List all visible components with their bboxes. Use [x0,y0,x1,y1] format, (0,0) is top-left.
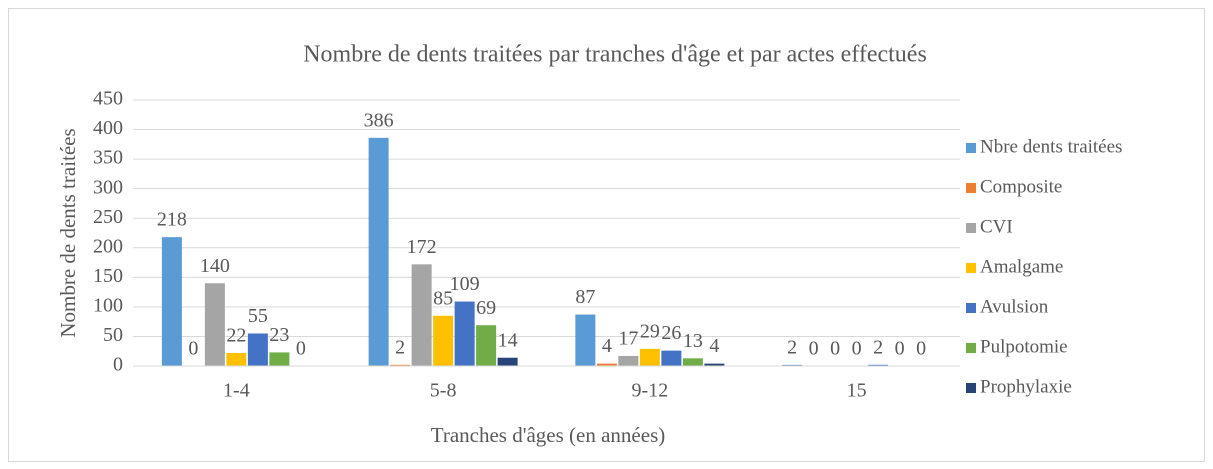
y-tick-label: 0 [113,354,123,376]
bar [390,364,411,366]
legend-label: Pulpotomie [980,336,1068,357]
chart-border [8,8,1205,462]
bar [411,264,432,366]
data-label: 172 [407,236,437,258]
y-tick-label: 250 [93,206,123,228]
bar [618,355,639,366]
legend-swatch [966,223,976,233]
data-label: 2 [787,336,797,358]
data-label: 140 [200,255,230,277]
data-label: 87 [575,286,595,308]
data-label: 55 [248,305,268,327]
bar [433,315,454,366]
chart-title: Nombre de dents traitées par tranches d'… [303,42,927,68]
data-label: 23 [269,324,289,346]
bar [247,333,268,366]
bar [868,364,889,366]
data-label: 218 [157,209,187,231]
y-tick-label: 450 [93,88,123,110]
bar [497,357,518,366]
bar [476,325,497,366]
data-label: 0 [188,338,198,360]
legend-label: CVI [980,216,1013,237]
data-label: 4 [602,335,612,357]
data-label: 29 [640,320,660,342]
x-tick-label: 9-12 [632,380,669,402]
data-label: 0 [916,338,926,360]
legend-swatch [966,303,976,313]
data-label: 0 [852,338,862,360]
data-label: 17 [618,328,638,350]
data-label: 26 [661,322,681,344]
y-tick-label: 350 [93,147,123,169]
y-tick-label: 400 [93,117,123,139]
bar [639,348,660,366]
bar [575,314,596,366]
y-tick-label: 150 [93,265,123,287]
bar [682,358,703,366]
x-axis-title: Tranches d'âges (en années) [431,423,666,447]
bar [368,137,389,366]
legend-swatch [966,383,976,393]
data-label: 4 [709,335,719,357]
data-label: 0 [809,338,819,360]
legend-swatch [966,143,976,153]
bar [704,363,725,366]
data-label: 2 [395,336,405,358]
data-label: 0 [830,338,840,360]
legend-label: Prophylaxie [980,376,1072,397]
legend-label: Avulsion [980,296,1049,317]
bar [226,352,247,366]
y-tick-label: 100 [93,294,123,316]
data-label: 85 [433,287,453,309]
bar [454,301,475,366]
bar [782,364,803,366]
legend-swatch [966,183,976,193]
legend-label: Nbre dents traitées [980,136,1122,157]
bar [661,350,682,366]
legend-label: Amalgame [980,256,1063,277]
y-tick-label: 200 [93,235,123,257]
legend-swatch [966,343,976,353]
data-label: 386 [364,109,394,131]
bar [161,237,182,366]
x-tick-label: 5-8 [430,380,457,402]
data-label: 22 [226,325,246,347]
x-tick-label: 15 [847,380,867,402]
bar [269,352,290,366]
data-label: 109 [450,273,480,295]
bar [596,363,617,366]
legend-swatch [966,263,976,273]
data-label: 13 [683,330,703,352]
data-label: 0 [895,338,905,360]
data-label: 0 [296,338,306,360]
y-tick-label: 300 [93,176,123,198]
y-axis-title: Nombre de dents traitées [56,128,80,337]
legend-label: Composite [980,176,1062,197]
y-tick-label: 50 [103,324,123,346]
data-label: 14 [498,329,518,351]
bar [204,283,225,366]
data-label: 2 [873,336,883,358]
x-tick-label: 1-4 [223,380,250,402]
data-label: 69 [476,297,496,319]
